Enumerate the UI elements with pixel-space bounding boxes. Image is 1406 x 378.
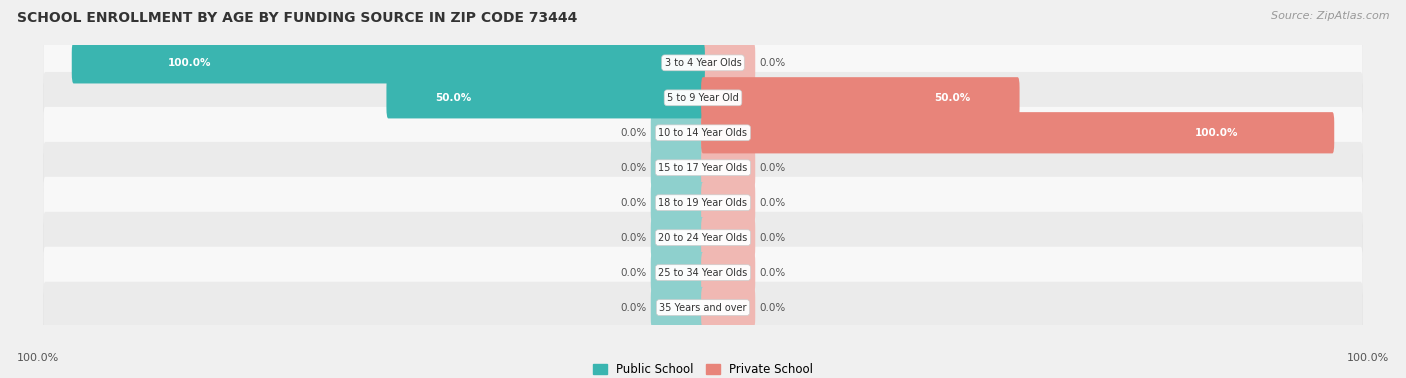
Text: 50.0%: 50.0% [436,93,472,103]
FancyBboxPatch shape [702,287,755,328]
FancyBboxPatch shape [702,77,1019,118]
Text: 100.0%: 100.0% [169,58,211,68]
FancyBboxPatch shape [44,36,1362,90]
FancyBboxPatch shape [651,112,704,153]
Legend: Public School, Private School: Public School, Private School [588,358,818,378]
FancyBboxPatch shape [702,112,755,153]
FancyBboxPatch shape [702,252,755,293]
FancyBboxPatch shape [44,212,1362,263]
Text: 0.0%: 0.0% [759,163,786,173]
Text: 20 to 24 Year Olds: 20 to 24 Year Olds [658,233,748,243]
FancyBboxPatch shape [44,282,1362,333]
FancyBboxPatch shape [387,77,704,118]
Text: 0.0%: 0.0% [759,303,786,313]
FancyBboxPatch shape [702,217,755,258]
Text: 3 to 4 Year Olds: 3 to 4 Year Olds [665,58,741,68]
FancyBboxPatch shape [651,77,704,118]
Text: 100.0%: 100.0% [1195,128,1237,138]
FancyBboxPatch shape [44,106,1362,160]
FancyBboxPatch shape [651,217,704,258]
Text: 0.0%: 0.0% [620,128,647,138]
FancyBboxPatch shape [44,107,1362,159]
Text: 100.0%: 100.0% [17,353,59,363]
FancyBboxPatch shape [651,42,704,84]
Text: SCHOOL ENROLLMENT BY AGE BY FUNDING SOURCE IN ZIP CODE 73444: SCHOOL ENROLLMENT BY AGE BY FUNDING SOUR… [17,11,578,25]
Text: 0.0%: 0.0% [759,268,786,277]
Text: 0.0%: 0.0% [759,58,786,68]
FancyBboxPatch shape [702,77,755,118]
FancyBboxPatch shape [72,42,704,84]
Text: 25 to 34 Year Olds: 25 to 34 Year Olds [658,268,748,277]
FancyBboxPatch shape [44,247,1362,299]
FancyBboxPatch shape [651,147,704,188]
Text: 18 to 19 Year Olds: 18 to 19 Year Olds [658,198,748,208]
FancyBboxPatch shape [651,182,704,223]
Text: 0.0%: 0.0% [759,198,786,208]
Text: 35 Years and over: 35 Years and over [659,303,747,313]
FancyBboxPatch shape [702,182,755,223]
FancyBboxPatch shape [44,281,1362,335]
Text: 0.0%: 0.0% [620,198,647,208]
FancyBboxPatch shape [44,142,1362,194]
FancyBboxPatch shape [44,141,1362,195]
FancyBboxPatch shape [651,252,704,293]
Text: Source: ZipAtlas.com: Source: ZipAtlas.com [1271,11,1389,21]
FancyBboxPatch shape [702,112,1334,153]
Text: 0.0%: 0.0% [620,303,647,313]
FancyBboxPatch shape [44,211,1362,265]
FancyBboxPatch shape [44,37,1362,89]
FancyBboxPatch shape [702,147,755,188]
Text: 5 to 9 Year Old: 5 to 9 Year Old [666,93,740,103]
FancyBboxPatch shape [44,71,1362,125]
Text: 100.0%: 100.0% [1347,353,1389,363]
Text: 0.0%: 0.0% [620,268,647,277]
Text: 0.0%: 0.0% [620,233,647,243]
Text: 0.0%: 0.0% [620,163,647,173]
Text: 10 to 14 Year Olds: 10 to 14 Year Olds [658,128,748,138]
FancyBboxPatch shape [44,177,1362,229]
Text: 50.0%: 50.0% [934,93,970,103]
FancyBboxPatch shape [44,72,1362,124]
FancyBboxPatch shape [44,176,1362,229]
Text: 15 to 17 Year Olds: 15 to 17 Year Olds [658,163,748,173]
FancyBboxPatch shape [44,246,1362,299]
Text: 0.0%: 0.0% [759,233,786,243]
FancyBboxPatch shape [651,287,704,328]
FancyBboxPatch shape [702,42,755,84]
